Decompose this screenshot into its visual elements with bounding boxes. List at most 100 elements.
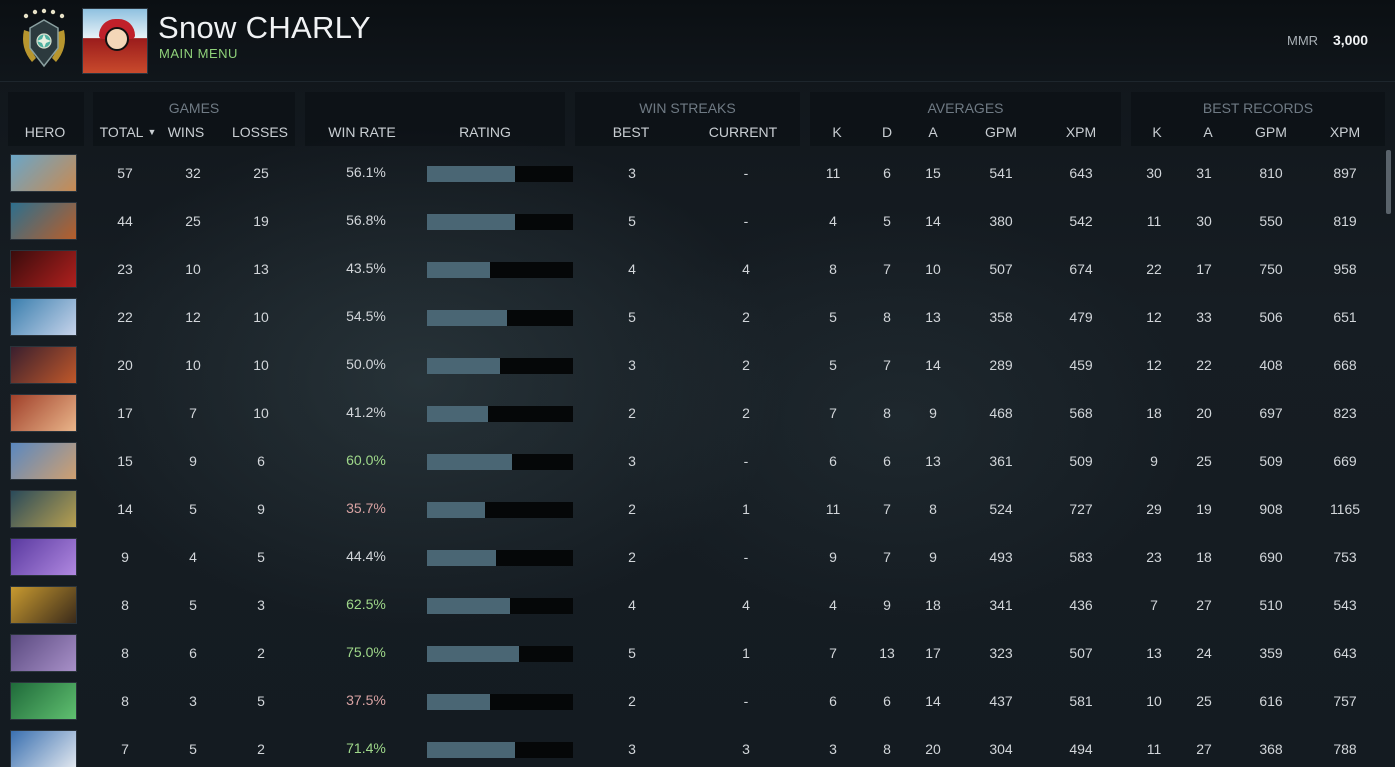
hero-portrait[interactable]: [10, 298, 77, 336]
cell-gpm: 358: [989, 309, 1013, 325]
cell-rk: 22: [1146, 261, 1162, 277]
cell-best: 2: [628, 501, 636, 517]
cell-d: 6: [883, 453, 891, 469]
main-menu-link[interactable]: MAIN MENU: [159, 46, 238, 61]
table-row[interactable]: 8 3 5 37.5% 2 - 6 6 14 437 581 10 25 616 757: [0, 677, 1385, 725]
cell-win-rate: 41.2%: [346, 404, 386, 420]
cell-wins: 5: [189, 741, 197, 757]
cell-losses: 3: [257, 597, 265, 613]
hero-portrait[interactable]: [10, 682, 77, 720]
cell-best: 3: [628, 357, 636, 373]
scrollbar[interactable]: [1385, 148, 1393, 767]
cell-best: 4: [628, 261, 636, 277]
cell-win-rate: 44.4%: [346, 548, 386, 564]
cell-rxpm: 669: [1333, 453, 1357, 469]
cell-wins: 25: [185, 213, 201, 229]
table-row[interactable]: 44 25 19 56.8% 5 - 4 5 14 380 542 11 30 550 819: [0, 197, 1385, 245]
table-row[interactable]: 8 5 3 62.5% 4 4 4 9 18 341 436 7 27 510 543: [0, 581, 1385, 629]
cell-win-rate: 75.0%: [346, 644, 386, 660]
hero-portrait[interactable]: [10, 490, 77, 528]
cell-a: 15: [925, 165, 941, 181]
column-header-best[interactable]: BEST: [612, 124, 650, 140]
cell-a: 13: [925, 453, 941, 469]
column-header-win-rate[interactable]: WIN RATE: [328, 124, 396, 140]
cell-total: 7: [121, 741, 129, 757]
cell-a: 14: [925, 693, 941, 709]
table-row[interactable]: 9 4 5 44.4% 2 - 9 7 9 493 583 23 18 690 753: [0, 533, 1385, 581]
cell-rgpm: 509: [1259, 453, 1283, 469]
cell-d: 7: [883, 549, 891, 565]
column-header-rec-gpm[interactable]: GPM: [1255, 124, 1287, 140]
cell-gpm: 541: [989, 165, 1013, 181]
cell-k: 4: [829, 597, 837, 613]
table-row[interactable]: 23 10 13 43.5% 4 4 8 7 10 507 674 22 17 750 958: [0, 245, 1385, 293]
column-header-avg-gpm[interactable]: GPM: [985, 124, 1017, 140]
table-row[interactable]: 20 10 10 50.0% 3 2 5 7 14 289 459 12 22 408 668: [0, 341, 1385, 389]
hero-portrait[interactable]: [10, 538, 77, 576]
table-row[interactable]: 57 32 25 56.1% 3 - 11 6 15 541 643 30 31 810 897: [0, 149, 1385, 197]
cell-current: 2: [742, 357, 750, 373]
table-row[interactable]: 17 7 10 41.2% 2 2 7 8 9 468 568 18 20 697 823: [0, 389, 1385, 437]
column-header-wins[interactable]: WINS: [167, 124, 205, 140]
cell-rk: 12: [1146, 309, 1162, 325]
cell-total: 22: [117, 309, 133, 325]
cell-xpm: 509: [1069, 453, 1093, 469]
rating-bar: [427, 454, 573, 470]
hero-portrait[interactable]: [10, 394, 77, 432]
column-header-avg-a[interactable]: A: [928, 124, 938, 140]
cell-d: 8: [883, 405, 891, 421]
cell-a: 18: [925, 597, 941, 613]
column-header-hero[interactable]: HERO: [24, 124, 66, 140]
hero-portrait[interactable]: [10, 250, 77, 288]
cell-d: 8: [883, 741, 891, 757]
cell-win-rate: 37.5%: [346, 692, 386, 708]
column-header-rec-k[interactable]: K: [1152, 124, 1162, 140]
cell-current: -: [743, 165, 749, 181]
table-row[interactable]: 7 5 2 71.4% 3 3 3 8 20 304 494 11 27 368 788: [0, 725, 1385, 767]
table-row[interactable]: 15 9 6 60.0% 3 - 6 6 13 361 509 9 25 509 669: [0, 437, 1385, 485]
column-header-avg-k[interactable]: K: [832, 124, 842, 140]
table-row[interactable]: 14 5 9 35.7% 2 1 11 7 8 524 727 29 19 908 1165: [0, 485, 1385, 533]
column-header-current[interactable]: CURRENT: [708, 124, 778, 140]
column-header-rec-a[interactable]: A: [1203, 124, 1213, 140]
hero-portrait[interactable]: [10, 202, 77, 240]
hero-portrait[interactable]: [10, 634, 77, 672]
cell-d: 9: [883, 597, 891, 613]
cell-losses: 5: [257, 549, 265, 565]
table-row[interactable]: 22 12 10 54.5% 5 2 5 8 13 358 479 12 33 506 651: [0, 293, 1385, 341]
column-header-avg-d[interactable]: D: [881, 124, 893, 140]
hero-portrait[interactable]: [10, 730, 77, 767]
cell-wins: 5: [189, 501, 197, 517]
averages-panel: [810, 92, 1121, 146]
column-header-rec-xpm[interactable]: XPM: [1329, 124, 1361, 140]
hero-portrait[interactable]: [10, 586, 77, 624]
cell-a: 9: [929, 549, 937, 565]
column-header-losses[interactable]: LOSSES: [231, 124, 289, 140]
cell-rgpm: 810: [1259, 165, 1283, 181]
cell-xpm: 583: [1069, 549, 1093, 565]
hero-portrait[interactable]: [10, 442, 77, 480]
cell-current: 4: [742, 597, 750, 613]
rating-bar-fill: [427, 694, 490, 710]
cell-total: 44: [117, 213, 133, 229]
scrollbar-thumb[interactable]: [1386, 150, 1391, 214]
cell-best: 5: [628, 645, 636, 661]
hero-portrait[interactable]: [10, 154, 77, 192]
column-header-total[interactable]: TOTAL ▼: [99, 124, 157, 140]
cell-wins: 9: [189, 453, 197, 469]
cell-best: 5: [628, 213, 636, 229]
cell-rgpm: 359: [1259, 645, 1283, 661]
cell-rxpm: 1165: [1329, 501, 1361, 517]
cell-xpm: 436: [1069, 597, 1093, 613]
table-row[interactable]: 8 6 2 75.0% 5 1 7 13 17 323 507 13 24 359 643: [0, 629, 1385, 677]
rating-bar-fill: [427, 406, 488, 422]
cell-gpm: 361: [989, 453, 1013, 469]
mmr-label: MMR: [1287, 33, 1319, 48]
hero-portrait[interactable]: [10, 346, 77, 384]
rating-bar: [427, 550, 573, 566]
cell-total: 15: [117, 453, 133, 469]
column-header-avg-xpm[interactable]: XPM: [1065, 124, 1097, 140]
column-header-rating[interactable]: RATING: [459, 124, 511, 140]
cell-a: 14: [925, 213, 941, 229]
cell-gpm: 507: [989, 261, 1013, 277]
